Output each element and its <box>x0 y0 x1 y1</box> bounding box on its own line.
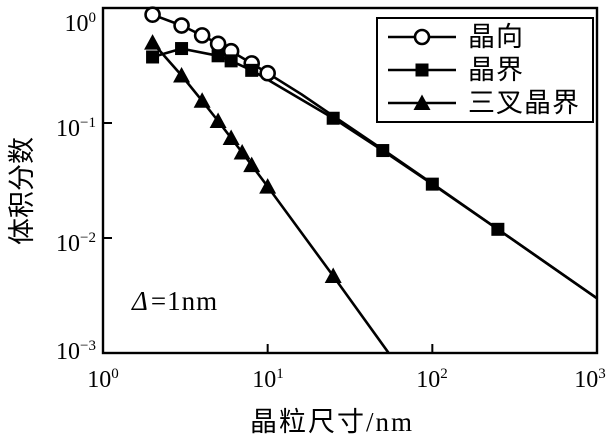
y-tick-label: 10−2 <box>8 222 96 257</box>
annotation-delta: Δ=1nm <box>132 286 218 317</box>
square-marker-icon <box>388 63 456 77</box>
legend-item-crystal-orientation: 晶向 <box>386 21 592 53</box>
x-tick-label: 103 <box>550 358 616 393</box>
x-axis-title: 晶粒尺寸/nm <box>249 407 414 437</box>
x-tick-exp: 0 <box>111 366 119 382</box>
x-tick-exp: 3 <box>598 366 606 382</box>
legend-label: 三叉晶界 <box>468 87 580 118</box>
x-tick-base: 10 <box>574 367 599 393</box>
y-tick-exp: −3 <box>80 338 96 354</box>
delta-symbol: Δ <box>132 286 149 316</box>
triangle-marker-icon <box>388 94 456 110</box>
x-tick-base: 10 <box>416 367 441 393</box>
y-tick-exp: 0 <box>88 10 97 26</box>
y-tick-label: 10−3 <box>8 330 96 365</box>
circle-marker-icon <box>388 29 456 46</box>
x-tick-exp: 2 <box>440 366 448 382</box>
y-tick-label: 10−1 <box>8 107 96 142</box>
y-tick-exp: −1 <box>80 115 96 131</box>
x-tick-label: 102 <box>392 358 472 393</box>
y-tick-base: 10 <box>64 11 89 37</box>
x-tick-base: 10 <box>87 367 112 393</box>
y-tick-exp: −2 <box>80 230 96 246</box>
x-tick-base: 10 <box>252 367 277 393</box>
y-tick-label: 100 <box>8 2 97 37</box>
legend-label: 晶向 <box>468 22 524 53</box>
legend-item-triple-junction: 三叉晶界 <box>386 87 592 119</box>
legend-item-grain-boundary: 晶界 <box>386 54 592 86</box>
x-tick-exp: 1 <box>276 366 284 382</box>
legend-label: 晶界 <box>468 54 524 85</box>
y-tick-base: 10 <box>56 116 81 142</box>
y-tick-base: 10 <box>56 231 81 257</box>
x-tick-label: 100 <box>63 358 143 393</box>
y-axis-title: 体积分数 <box>7 137 37 245</box>
annotation-text: =1nm <box>150 286 219 316</box>
legend: 晶向 晶界 三叉晶界 <box>376 17 594 123</box>
y-tick-base: 10 <box>56 339 81 365</box>
x-tick-label: 101 <box>228 358 308 393</box>
